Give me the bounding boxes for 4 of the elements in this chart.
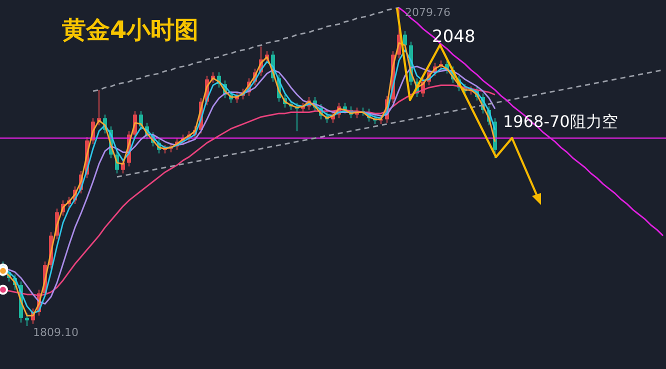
annotation: 2079.76 — [405, 6, 450, 19]
chart-title: 黄金4小时图 — [62, 15, 199, 46]
annotation: 2048 — [432, 27, 476, 47]
text: 1809.10 — [33, 326, 78, 340]
